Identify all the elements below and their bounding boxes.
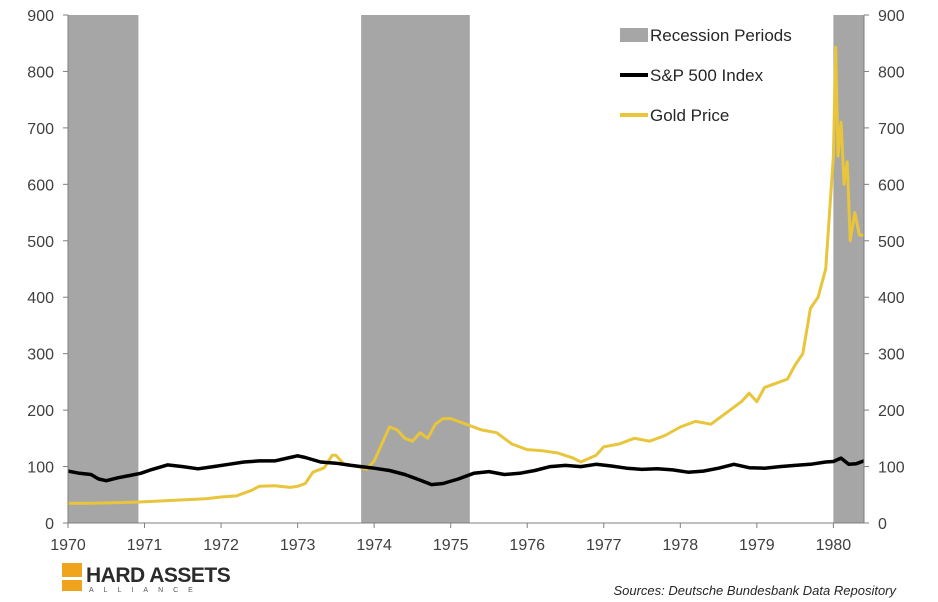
- legend-swatch-recession: [620, 28, 648, 42]
- x-tick-label: 1973: [280, 537, 316, 554]
- x-tick-label: 1978: [663, 537, 699, 554]
- series-line-sp500: [68, 454, 864, 487]
- x-tick-label: 1975: [433, 537, 469, 554]
- recession-band-1: [68, 15, 139, 523]
- y-tick-label-left: 400: [27, 290, 54, 307]
- x-tick-label: 1974: [356, 537, 392, 554]
- series-lines: [68, 45, 864, 505]
- axes: 1970 1971 1972 1973 1974 1975 1976 1977 1978 1979…: [27, 8, 905, 554]
- x-tick-label: 1970: [50, 537, 86, 554]
- y-tick-label-right: 500: [878, 234, 905, 251]
- y-tick-label-right: 200: [878, 403, 905, 420]
- series-line-gold: [68, 45, 864, 505]
- y-tick-label-left: 300: [27, 347, 54, 364]
- y-tick-label-left: 600: [27, 177, 54, 194]
- x-tick-label: 1980: [816, 537, 852, 554]
- legend-label-gold: Gold Price: [650, 106, 729, 125]
- x-tick-label: 1977: [586, 537, 622, 554]
- x-tick-label: 1972: [203, 537, 239, 554]
- x-tick-label: 1979: [739, 537, 775, 554]
- recession-band-2: [361, 15, 470, 523]
- x-tick-label: 1971: [127, 537, 163, 554]
- y-tick-label-right: 300: [878, 347, 905, 364]
- y-tick-label-right: 400: [878, 290, 905, 307]
- y-tick-label-right: 100: [878, 460, 905, 477]
- y-tick-label-left: 700: [27, 121, 54, 138]
- recession-band-3: [833, 15, 864, 523]
- brand-subtitle: ALLIANCE: [89, 587, 203, 594]
- y-tick-label-right: 800: [878, 64, 905, 81]
- y-tick-label-left: 900: [27, 8, 54, 25]
- y-tick-label-left: 100: [27, 460, 54, 477]
- legend-label-recession: Recession Periods: [650, 26, 792, 45]
- y-tick-label-left: 500: [27, 234, 54, 251]
- y-tick-label-left: 200: [27, 403, 54, 420]
- legend: Recession Periods S&P 500 Index Gold Price: [620, 26, 792, 125]
- y-tick-label-right: 700: [878, 121, 905, 138]
- sunrise-icon: [62, 563, 82, 593]
- y-tick-label-left: 0: [45, 516, 54, 533]
- recession-bands: [68, 15, 864, 523]
- y-tick-label-left: 800: [27, 64, 54, 81]
- y-tick-label-right: 0: [878, 516, 887, 533]
- x-tick-label: 1976: [509, 537, 545, 554]
- brand-name: HARD ASSETS: [86, 564, 231, 587]
- legend-label-sp500: S&P 500 Index: [650, 66, 764, 85]
- y-tick-label-right: 900: [878, 8, 905, 25]
- y-tick-label-right: 600: [878, 177, 905, 194]
- hard-assets-alliance-logo: HARD ASSETS ALLIANCE: [62, 563, 252, 597]
- source-note: Sources: Deutsche Bundesbank Data Reposi…: [613, 583, 896, 598]
